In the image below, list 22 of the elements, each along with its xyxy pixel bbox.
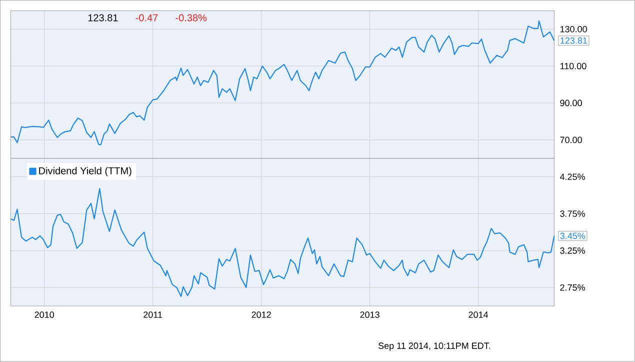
line-series: [10, 20, 555, 146]
y-tick-label: 3.75%: [560, 210, 585, 218]
legend-label: Dividend Yield (TTM): [39, 167, 132, 176]
x-tick-label: 2014: [468, 312, 488, 318]
y-tick-label: 130.00: [560, 26, 587, 32]
y-tick-label: 90.00: [560, 100, 582, 106]
y-tick-label: 3.25%: [560, 248, 585, 254]
y-tick-label: 4.25%: [560, 174, 585, 180]
annotation: -0.47: [136, 14, 158, 22]
y-tick-label: 2.75%: [560, 284, 585, 291]
text: Sep 11 2014, 10:11PM EDT.: [378, 342, 490, 351]
x-tick-label: 2013: [360, 312, 380, 318]
x-tick-label: 2011: [144, 312, 162, 318]
annotation: 123.81: [560, 38, 588, 44]
x-tick-label: 2012: [252, 312, 271, 318]
annotation: -0.38%: [176, 14, 207, 22]
x-tick-label: 2010: [34, 312, 54, 318]
y-tick-label: 110.00: [560, 63, 586, 70]
line-series: [10, 188, 555, 298]
y-tick-label: 70.00: [560, 136, 582, 144]
annotation: 3.45%: [560, 232, 586, 240]
annotation: 123.81: [88, 14, 118, 22]
